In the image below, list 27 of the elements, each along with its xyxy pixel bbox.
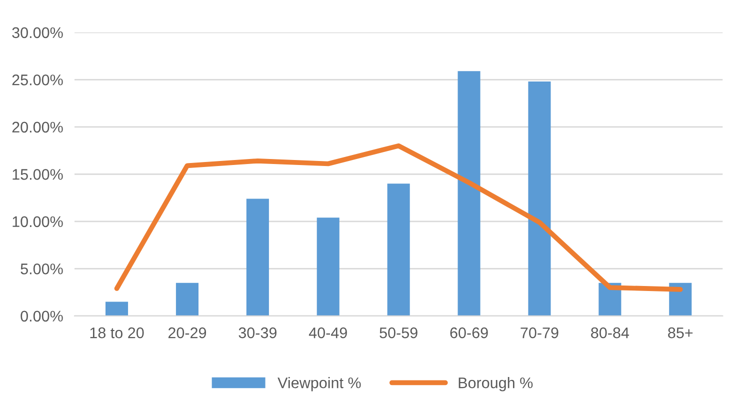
y-tick-label: 0.00% [20,310,63,322]
x-tick-label: 85+ [668,327,693,338]
line-series [114,143,683,292]
x-tick-label: 18 to 20 [90,327,144,338]
bar [246,198,269,316]
x-tick-label: 60-69 [450,327,488,338]
x-tick-label: 20-29 [168,327,206,338]
legend-label: Viewpoint % [278,377,361,392]
y-tick-label: 15.00% [12,169,63,180]
x-tick-label: 80-84 [591,327,630,338]
y-tick-label: 5.00% [20,264,63,274]
x-tick-label: 50-59 [380,327,418,338]
x-tick-label: 30-39 [238,327,276,338]
y-tick-label: 30.00% [12,27,63,38]
bar [387,184,410,316]
bar [176,282,198,316]
bar [669,282,692,316]
x-tick-label: 70-79 [520,327,558,338]
legend-label: Borough % [458,377,533,392]
y-tick-label: 20.00% [12,122,63,133]
bar [528,82,551,316]
y-tick-label: 10.00% [12,216,63,228]
bar [458,71,480,316]
x-tick-label: 40-49 [308,327,347,338]
bar [316,218,340,316]
y-tick-label: 25.00% [12,74,63,86]
bar [106,302,128,316]
